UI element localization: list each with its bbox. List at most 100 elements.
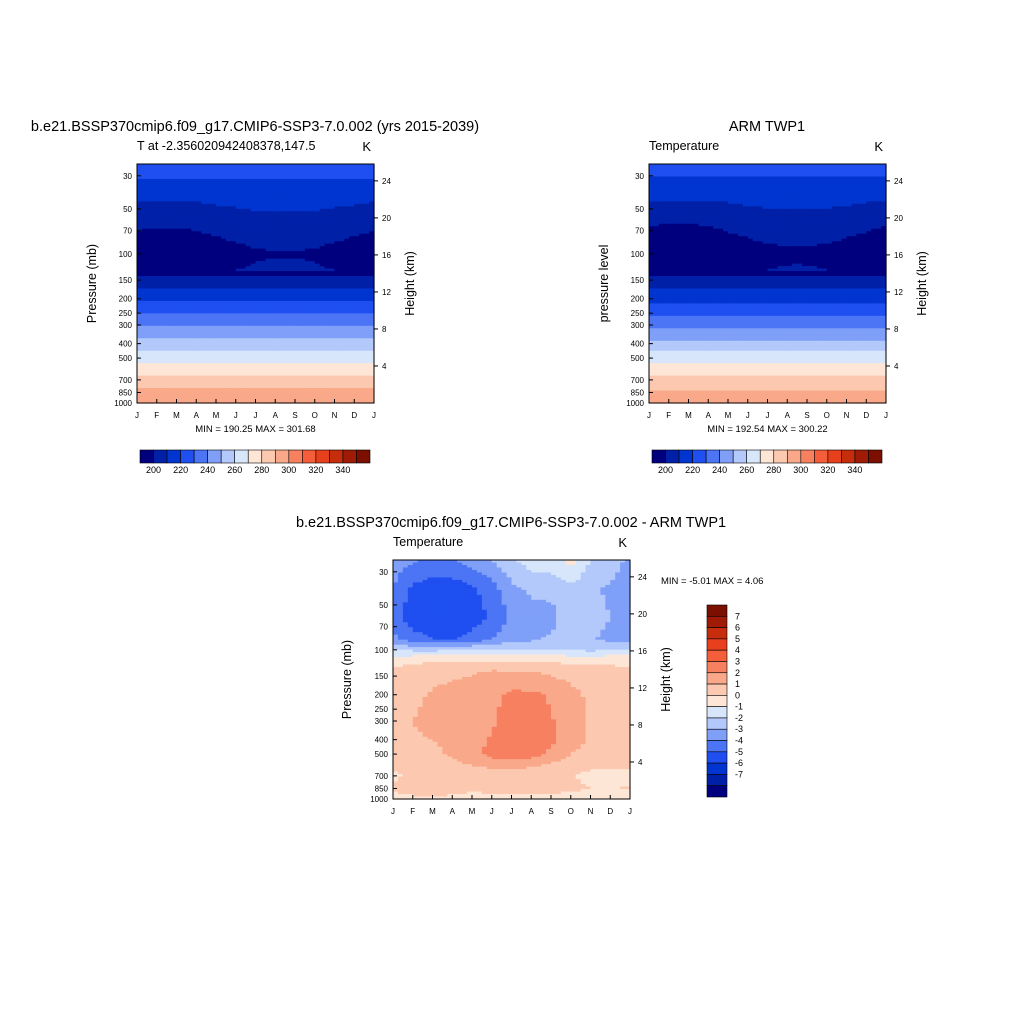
field-cell [354,295,360,300]
field-cell [299,268,306,272]
field-cell [161,360,168,364]
field-cell [146,350,153,354]
field-cell [181,378,187,382]
field-cell [211,378,217,382]
field-cell [250,375,257,379]
field-cell [349,238,355,242]
field-cell [364,320,370,324]
field-cell [156,333,163,337]
field-cell [141,288,148,292]
field-cell [698,173,704,178]
x-tick-label: J [254,411,258,420]
field-cell [146,293,153,297]
field-cell [146,201,153,205]
field-cell [225,340,232,344]
field-cell [235,375,242,379]
field-cell [270,278,276,282]
field-cell [191,325,197,329]
field-cell [235,246,242,250]
field-cell [156,335,163,339]
field-cell [314,305,321,309]
field-cell [166,276,173,280]
field-cell [708,176,714,180]
field-cell [211,345,217,349]
field-cell [151,353,158,357]
colorbar-swatch [193,449,208,464]
field-cell [329,218,336,222]
field-cell [329,243,336,247]
field-cell [265,340,271,344]
field-cell [191,358,197,362]
field-cell [220,196,227,200]
x-tick-label: M [173,411,180,420]
field-cell [260,363,266,367]
field-cell [245,380,252,384]
field-cell [176,325,183,329]
field-cell [270,211,276,215]
field-cell [851,166,857,170]
field-cell [255,290,262,295]
field-cell [270,216,276,220]
field-cell [344,298,350,302]
field-cell [196,398,202,402]
field-cell [319,298,326,302]
field-cell [354,198,360,202]
field-cell [156,285,163,290]
field-cell [137,320,143,324]
field-cell [137,271,143,275]
field-cell [747,164,754,168]
field-cell [354,383,360,387]
field-cell [319,283,326,287]
field-cell [245,218,252,222]
field-cell [285,400,291,404]
field-cell [250,335,257,339]
field-cell [171,313,178,317]
field-cell [668,171,675,175]
field-cell [141,325,148,329]
field-cell [742,166,749,170]
field-cell [240,390,247,394]
field-cell [235,393,242,397]
field-cell [772,168,778,173]
field-cell [349,325,355,329]
field-cell [344,290,350,295]
field-cell [275,375,281,379]
field-cell [196,196,202,200]
field-cell [270,283,276,287]
field-cell [354,246,360,250]
field-cell [250,223,257,227]
field-cell [295,310,301,314]
field-cell [275,253,281,257]
field-cell [166,365,173,369]
field-cell [245,365,252,369]
field-cell [285,340,291,344]
field-cell [319,375,326,379]
field-cell [881,164,887,168]
field-cell [309,263,316,267]
field-cell [260,283,266,287]
field-cell [211,268,217,272]
field-cell [319,285,326,290]
field-cell [344,266,350,270]
field-cell [314,320,321,324]
field-cell [359,383,365,387]
field-cell [309,281,316,285]
field-cell [220,303,227,307]
field-cell [354,263,360,267]
field-cell [240,338,247,342]
field-cell [295,350,301,354]
field-cell [304,340,311,344]
field-cell [260,300,266,305]
field-cell [364,390,370,394]
field-cell [141,256,148,260]
colorbar-swatch [207,449,222,464]
field-cell [663,168,670,173]
field-cell [354,300,360,305]
field-cell [230,380,237,384]
field-cell [216,256,222,260]
field-cell [186,208,192,212]
field-cell [359,285,365,290]
field-cell [151,206,158,210]
field-cell [782,171,788,175]
field-cell [354,320,360,324]
